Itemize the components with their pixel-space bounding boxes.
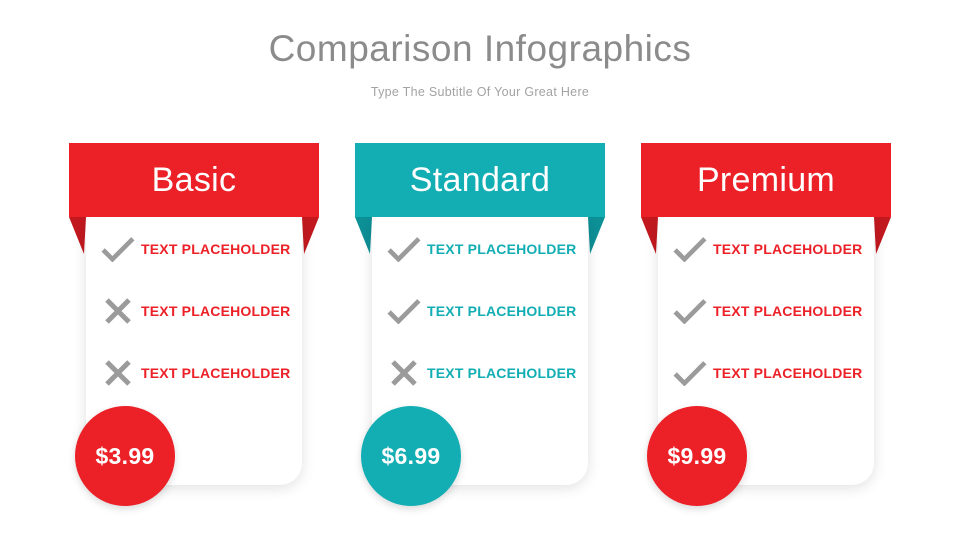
ribbon-fold-left [355, 217, 372, 254]
plan-card-basic: Basic TEXT PLACEHOLDER TEXT PLACEHOLDER … [69, 143, 319, 506]
page-subtitle: Type The Subtitle Of Your Great Here [370, 84, 590, 99]
cross-icon [99, 296, 137, 326]
feature-row: TEXT PLACEHOLDER [671, 353, 868, 393]
feature-row: TEXT PLACEHOLDER [671, 291, 868, 331]
slide-header: Comparison Infographics Type The Subtitl… [0, 0, 960, 99]
price-badge: $6.99 [361, 406, 461, 506]
price-label: $3.99 [95, 442, 155, 469]
check-icon [671, 296, 709, 326]
feature-label: TEXT PLACEHOLDER [427, 241, 577, 257]
plan-card-standard: Standard TEXT PLACEHOLDER TEXT PLACEHOLD… [355, 143, 605, 506]
plan-body: TEXT PLACEHOLDER TEXT PLACEHOLDER TEXT P… [658, 217, 874, 485]
cross-icon [99, 358, 137, 388]
ribbon-fold-left [69, 217, 86, 254]
feature-label: TEXT PLACEHOLDER [141, 365, 291, 381]
plan-cards-row: Basic TEXT PLACEHOLDER TEXT PLACEHOLDER … [0, 143, 960, 506]
plan-header-banner: Premium [641, 143, 891, 217]
price-badge: $3.99 [75, 406, 175, 506]
plan-header-banner: Standard [355, 143, 605, 217]
ribbon-fold-right [302, 217, 319, 254]
plan-title: Premium [696, 160, 836, 199]
feature-row: TEXT PLACEHOLDER [671, 229, 868, 269]
plan-header-banner: Basic [69, 143, 319, 217]
ribbon-fold-right [874, 217, 891, 254]
feature-label: TEXT PLACEHOLDER [141, 241, 291, 257]
price-label: $9.99 [667, 442, 727, 469]
feature-row: TEXT PLACEHOLDER [385, 291, 582, 331]
check-icon [385, 296, 423, 326]
feature-label: TEXT PLACEHOLDER [713, 303, 863, 319]
plan-card-premium: Premium TEXT PLACEHOLDER TEXT PLACEHOLDE… [641, 143, 891, 506]
feature-row: TEXT PLACEHOLDER [99, 353, 296, 393]
feature-label: TEXT PLACEHOLDER [713, 365, 863, 381]
ribbon-fold-right [588, 217, 605, 254]
plan-title: Standard [409, 160, 551, 199]
feature-label: TEXT PLACEHOLDER [713, 241, 863, 257]
check-icon [385, 234, 423, 264]
price-badge: $9.99 [647, 406, 747, 506]
feature-label: TEXT PLACEHOLDER [427, 365, 577, 381]
feature-row: TEXT PLACEHOLDER [385, 229, 582, 269]
check-icon [671, 358, 709, 388]
feature-row: TEXT PLACEHOLDER [385, 353, 582, 393]
feature-row: TEXT PLACEHOLDER [99, 229, 296, 269]
feature-label: TEXT PLACEHOLDER [141, 303, 291, 319]
cross-icon [385, 358, 423, 388]
check-icon [671, 234, 709, 264]
plan-title: Basic [151, 160, 237, 199]
price-label: $6.99 [381, 442, 441, 469]
page-title: Comparison Infographics [268, 28, 692, 69]
feature-row: TEXT PLACEHOLDER [99, 291, 296, 331]
ribbon-fold-left [641, 217, 658, 254]
feature-label: TEXT PLACEHOLDER [427, 303, 577, 319]
check-icon [99, 234, 137, 264]
